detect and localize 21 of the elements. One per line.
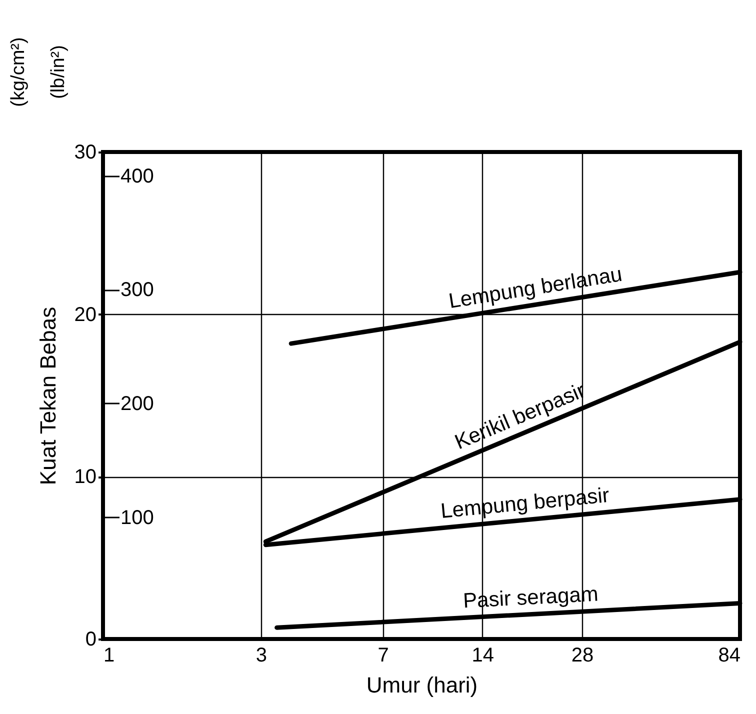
x-tick-label: 28	[571, 644, 594, 666]
text: (lb/in²)	[48, 45, 69, 99]
x-tick-label: 84	[718, 644, 740, 666]
y-tick-label: 0	[85, 628, 96, 650]
x-tick-label: 3	[256, 644, 268, 666]
y-tick-label: 10	[74, 466, 96, 488]
x-tick-label: 1	[104, 644, 115, 666]
y2-tick-label: 100	[120, 506, 154, 529]
text: Lempung berlanau	[447, 262, 624, 314]
y-tick-label: 20	[74, 304, 96, 326]
y-tick-label: 30	[74, 142, 96, 164]
series-label: Pasir seragam	[462, 582, 599, 613]
y2-tick-label: 200	[120, 392, 154, 415]
text: Lempung berpasir	[440, 484, 610, 523]
x-axis-title: Umur (hari)	[366, 672, 478, 698]
x-tick-label: 7	[378, 644, 389, 666]
y2-tick-label: 400	[120, 165, 154, 188]
y2-tick-label: 300	[120, 279, 154, 302]
text: (kg/cm²)	[8, 37, 29, 107]
x-tick-label: 14	[472, 644, 494, 666]
y-axis-title: Kuat Tekan Bebas	[35, 306, 60, 486]
